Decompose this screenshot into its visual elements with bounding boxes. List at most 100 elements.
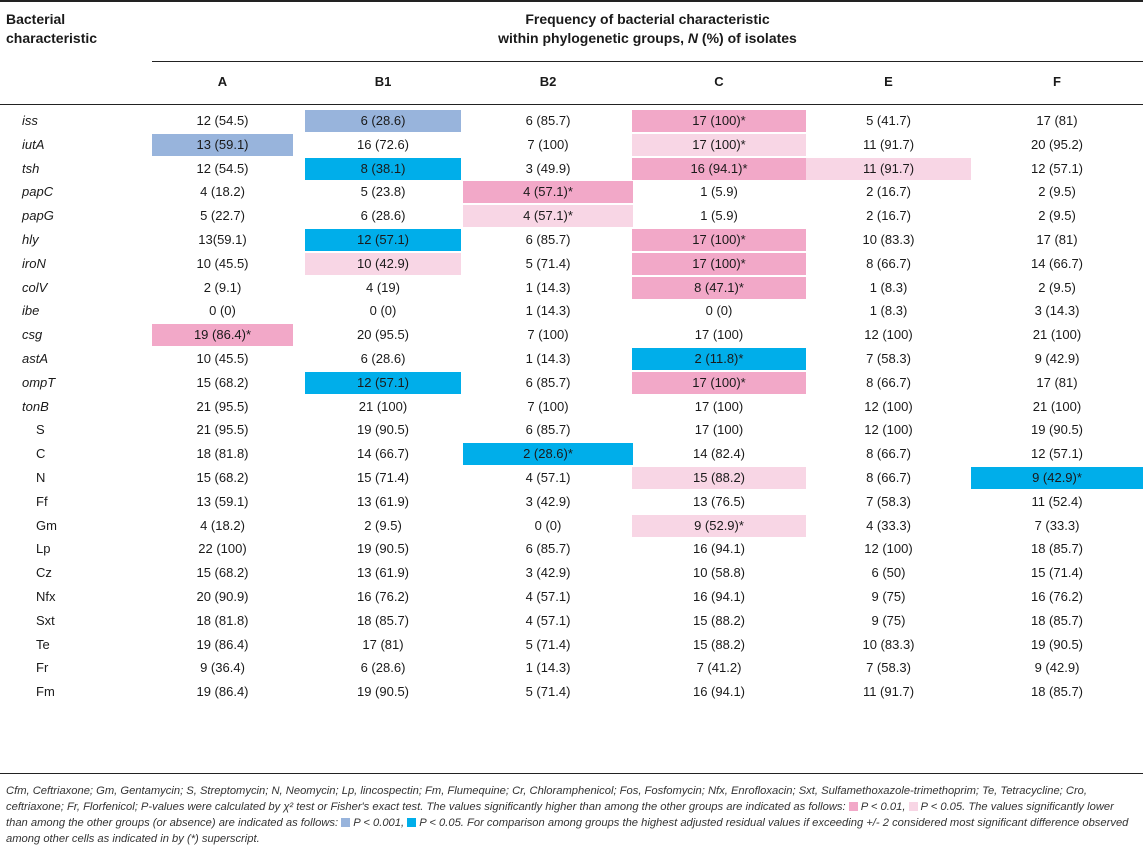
table-cell: 5 (22.7) [200,208,245,223]
table-cell: 22 (100) [198,541,247,556]
title-line-2-suffix: (%) of isolates [698,30,797,46]
table-cell: 8 (66.7) [866,470,911,485]
table-cell: 4 (57.1)* [463,205,633,227]
footnote-residual: For comparison among groups the highest … [6,817,1129,845]
table-cell: 7 (100) [527,327,569,342]
table-cell: 4 (33.3) [866,518,911,533]
table-cell: 3 (49.9) [525,161,571,176]
table-cell: 7 (58.3) [866,351,911,366]
table-cell: 13 (61.9) [356,494,410,509]
legend-low-strong: P < 0.001, [353,817,408,829]
row-label: Fm [36,684,55,699]
row-label: Sxt [36,613,55,628]
legend-swatch-high-strong [848,802,858,811]
table-cell: 11 (91.7) [862,137,915,152]
table-cell: 4 (57.1) [525,589,571,604]
table-cell: 5 (23.8) [360,184,406,199]
table-cell: 15 (88.2) [692,613,746,628]
table-cell: 21 (100) [358,399,408,414]
row-label: Lp [36,541,51,556]
row-label: Cz [36,565,52,580]
table-cell: 19 (86.4) [196,637,249,652]
table-cell: 11 (91.7) [862,684,915,699]
table-cell: 8 (66.7) [866,375,911,390]
table-cell: 10 (83.3) [862,637,915,652]
table-cell: 15 (88.2) [632,467,806,489]
table-cell: 9 (36.4) [200,660,245,675]
table-cell: 0 (0) [705,303,733,318]
table-cell: 15 (68.2) [196,565,249,580]
table-cell: 2 (11.8)* [632,348,806,370]
table-cell: 8 (38.1) [305,158,461,180]
table-cell: 20 (95.2) [1030,137,1084,152]
table-cell: 7 (58.3) [866,494,911,509]
table-cell: 12 (100) [864,327,913,342]
table-cell: 12 (57.1) [1030,161,1084,176]
table-cell: 6 (85.7) [525,232,571,247]
title-line-1: Frequency of bacterial characteristic [525,11,770,27]
table-cell: 17 (100) [694,327,744,342]
table-cell: 17 (100)* [632,229,806,251]
table-cell: 10 (45.5) [196,351,249,366]
table-cell: 18 (85.7) [1030,684,1084,699]
table-cell: 19 (90.5) [1030,637,1084,652]
table-cell: 5 (71.4) [525,684,571,699]
table-cell: 14 (66.7) [1030,256,1084,271]
row-label: Gm [36,518,57,533]
table-cell: 9 (52.9)* [632,515,806,537]
table-cell: 21 (100) [1032,399,1082,414]
table-cell: 9 (75) [871,589,906,604]
legend-high-strong: P < 0.01, [860,801,909,813]
table-cell: 12 (54.5) [196,113,249,128]
table-cell: 6 (28.6) [305,110,461,132]
table-cell: 6 (85.7) [525,375,571,390]
table-cell: 4 (18.2) [200,518,245,533]
table-cell: 18 (81.8) [196,613,249,628]
table-cell: 19 (90.5) [356,541,410,556]
row-label: papC [22,184,54,199]
table-cell: 3 (14.3) [1034,303,1080,318]
table-cell: 19 (90.5) [356,684,410,699]
table-cell: 9 (42.9) [1034,660,1080,675]
legend-swatch-low-weak [407,818,417,827]
table-cell: 1 (14.3) [525,280,571,295]
table-cell: 17 (100)* [632,110,806,132]
table-cell: 10 (58.8) [692,565,746,580]
row-label: astA [22,351,49,366]
table-cell: 2 (16.7) [866,208,911,223]
table-cell: 1 (5.9) [700,208,738,223]
table-cell: 16 (94.1)* [632,158,806,180]
table-cell: 7 (100) [527,137,569,152]
table-cell: 10 (83.3) [862,232,915,247]
row-label: N [36,470,46,485]
table-cell: 7 (41.2) [696,660,742,675]
table-cell: 0 (0) [534,518,562,533]
table-cell: 13 (59.1) [196,494,249,509]
table-cell: 21 (95.5) [196,422,249,437]
table-cell: 3 (42.9) [525,565,571,580]
table-cell: 6 (85.7) [525,113,571,128]
table-cell: 13 (59.1) [152,134,293,156]
table-bottom-rule [0,773,1143,774]
table-cell: 2 (9.5) [364,518,402,533]
table-cell: 7 (100) [527,399,569,414]
table-cell: 13 (61.9) [356,565,410,580]
row-label: Te [36,637,50,652]
table-cell: 2 (9.1) [203,280,242,295]
table-cell: 12 (57.1) [305,229,461,251]
top-rule [0,0,1143,2]
column-header-a: A [217,74,228,89]
table-cell: 16 (76.2) [1030,589,1084,604]
table-cell: 7 (33.3) [1034,518,1080,533]
row-label: Nfx [36,589,56,604]
row-label: ibe [22,303,40,318]
table-cell: 0 (0) [369,303,397,318]
row-header: Bacterial characteristic [6,11,98,46]
footnote: Cfm, Ceftriaxone; Gm, Gentamycin; S, Str… [6,783,1138,847]
table-cell: 17 (100) [694,399,744,414]
column-header-e: E [884,74,893,89]
table-cell: 12 (100) [864,399,913,414]
table-cell: 17 (81) [1036,232,1078,247]
row-label: csg [22,327,43,342]
table-cell: 17 (81) [1036,113,1078,128]
